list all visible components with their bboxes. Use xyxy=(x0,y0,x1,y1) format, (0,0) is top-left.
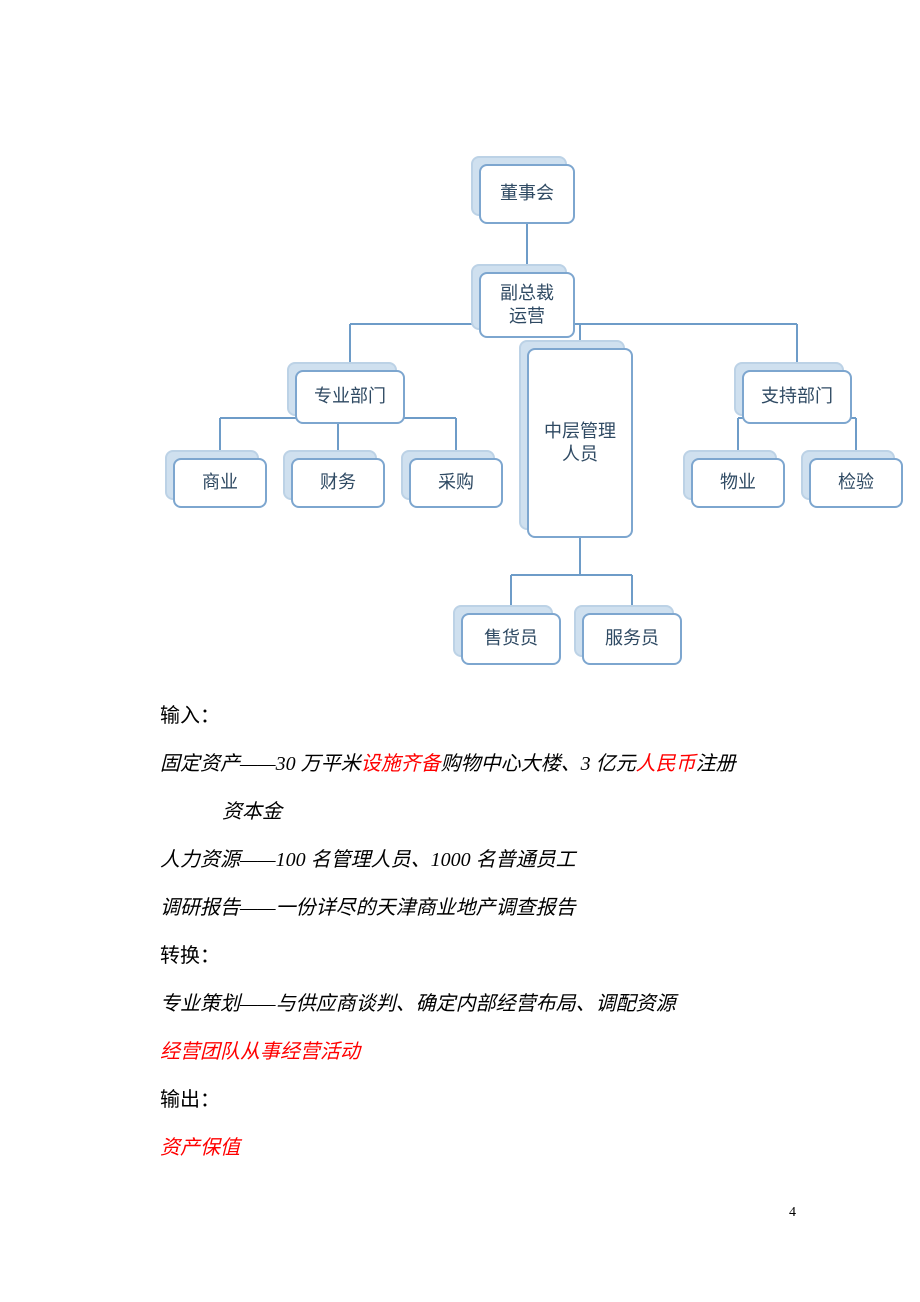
page: 董事会副总裁 运营专业部门 中层管理 人员 支持部门商业财务采购 物业检验售货员服务员… xyxy=(0,0,920,1302)
org-node-vp: 副总裁 运营 xyxy=(471,264,575,338)
text-line-6: 专业策划——与供应商谈判、确定内部经营布局、调配资源 xyxy=(160,990,676,1018)
org-node-label: 财务 xyxy=(291,458,385,508)
org-node-label: 专业部门 xyxy=(295,370,405,424)
text-segment: 资产保值 xyxy=(160,1137,240,1159)
org-node-fin: 财务 xyxy=(283,450,385,508)
org-node-label: 检验 xyxy=(809,458,903,508)
text-segment: 人力资源——100 名管理人员、1000 名普通员工 xyxy=(160,849,576,871)
org-node-proc: 采购 xyxy=(401,450,503,508)
text-line-3: 人力资源——100 名管理人员、1000 名普通员工 xyxy=(160,846,576,874)
text-line-1: 固定资产——30 万平米设施齐备购物中心大楼、3 亿元人民币注册 xyxy=(160,750,736,778)
text-segment: 经营团队从事经营活动 xyxy=(160,1041,360,1063)
text-line-8: 输出： xyxy=(160,1086,220,1114)
org-node-support: 支持部门 xyxy=(734,362,852,424)
text-line-4: 调研报告——一份详尽的天津商业地产调查报告 xyxy=(160,894,576,922)
org-node-label: 董事会 xyxy=(479,164,575,224)
text-segment: 调研报告——一份详尽的天津商业地产调查报告 xyxy=(160,897,576,919)
org-node-label: 副总裁 运营 xyxy=(479,272,575,338)
org-node-mid: 中层管理 人员 xyxy=(519,340,633,538)
text-line-5: 转换： xyxy=(160,942,220,970)
text-segment: 购物中心大楼、3 亿元 xyxy=(441,753,636,775)
text-segment: 转换： xyxy=(160,945,220,967)
org-node-sales: 售货员 xyxy=(453,605,561,665)
text-segment: 资本金 xyxy=(222,801,282,823)
org-node-biz: 商业 xyxy=(165,450,267,508)
org-node-inspect: 检验 xyxy=(801,450,903,508)
text-line-2: 资本金 xyxy=(222,798,282,826)
org-node-label: 支持部门 xyxy=(742,370,852,424)
org-node-label: 物业 xyxy=(691,458,785,508)
org-node-service: 服务员 xyxy=(574,605,682,665)
org-node-label: 售货员 xyxy=(461,613,561,665)
text-segment: 输入： xyxy=(160,705,220,727)
text-line-9: 资产保值 xyxy=(160,1134,240,1162)
text-segment: 固定资产——30 万平米 xyxy=(160,753,361,775)
text-segment: 人民币 xyxy=(636,753,696,775)
text-segment: 输出： xyxy=(160,1089,220,1111)
org-node-label: 服务员 xyxy=(582,613,682,665)
org-node-property: 物业 xyxy=(683,450,785,508)
text-segment: 专业策划——与供应商谈判、确定内部经营布局、调配资源 xyxy=(160,993,676,1015)
page-number: 4 xyxy=(789,1205,796,1221)
org-node-label: 中层管理 人员 xyxy=(527,348,633,538)
org-node-prof: 专业部门 xyxy=(287,362,405,424)
org-node-board: 董事会 xyxy=(471,156,575,224)
text-segment: 注册 xyxy=(696,753,736,775)
org-node-label: 商业 xyxy=(173,458,267,508)
org-node-label: 采购 xyxy=(409,458,503,508)
text-segment: 设施齐备 xyxy=(361,753,441,775)
text-line-0: 输入： xyxy=(160,702,220,730)
text-line-7: 经营团队从事经营活动 xyxy=(160,1038,360,1066)
